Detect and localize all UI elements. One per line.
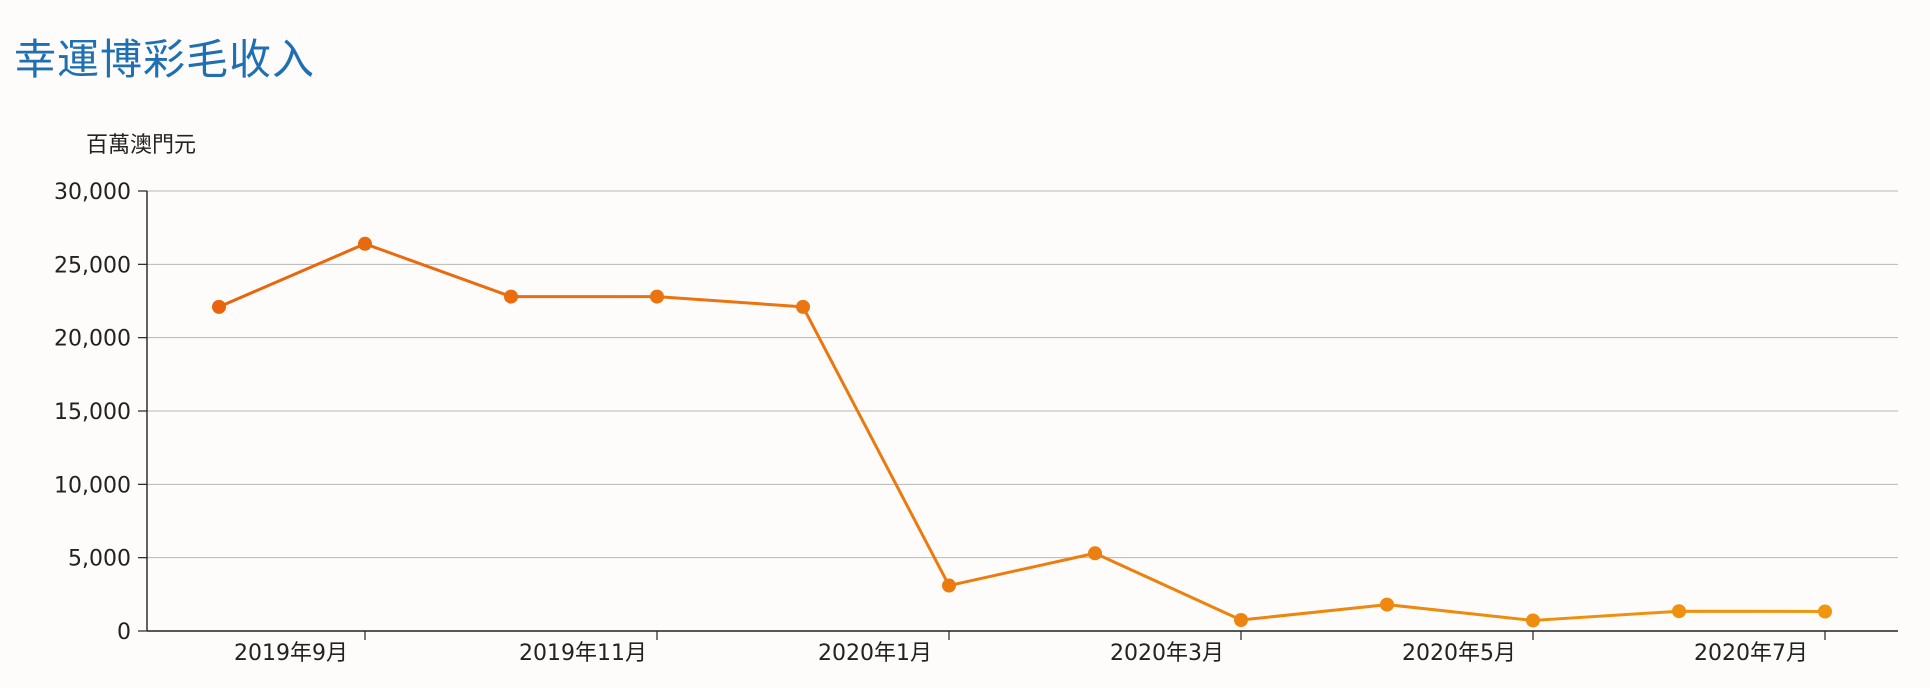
y-tick-label: 15,000 xyxy=(54,400,131,425)
y-axis-unit-label: 百萬澳門元 xyxy=(86,133,196,158)
data-point xyxy=(1818,604,1832,619)
data-point xyxy=(1672,604,1686,619)
y-tick-label: 30,000 xyxy=(54,180,131,205)
data-point xyxy=(1526,613,1540,628)
x-tick-label: 2019年9月 xyxy=(234,641,348,666)
y-tick-label: 20,000 xyxy=(54,327,131,352)
y-tick-label: 0 xyxy=(117,620,131,645)
data-point xyxy=(212,299,226,314)
x-tick-label: 2020年5月 xyxy=(1402,641,1516,666)
data-point xyxy=(358,236,372,251)
y-tick-label: 25,000 xyxy=(54,253,131,278)
x-axis-ticks: 2019年9月 2019年11月 2020年1月 2020年3月 2020年5月 2020… xyxy=(234,631,1826,666)
data-point xyxy=(1234,613,1248,627)
x-tick-label: 2019年11月 xyxy=(519,641,647,666)
data-point xyxy=(504,289,518,304)
gridlines xyxy=(147,190,1898,559)
series-line xyxy=(218,242,1826,622)
y-tick-label: 5,000 xyxy=(68,547,131,572)
y-axis-ticks: 0 5,000 10,000 15,000 20,000 25,000 30,000 xyxy=(54,180,147,645)
x-tick-label: 2020年7月 xyxy=(1694,641,1808,666)
x-tick-label: 2020年1月 xyxy=(818,641,932,666)
series xyxy=(212,236,1832,628)
x-tick-label: 2020年3月 xyxy=(1110,641,1224,666)
data-point xyxy=(796,299,810,314)
chart-title: 幸運博彩毛收入 xyxy=(14,35,316,84)
y-tick-label: 10,000 xyxy=(54,473,131,498)
data-point xyxy=(650,289,664,304)
data-point xyxy=(1380,597,1394,612)
data-point xyxy=(942,578,956,593)
data-point xyxy=(1088,546,1102,561)
